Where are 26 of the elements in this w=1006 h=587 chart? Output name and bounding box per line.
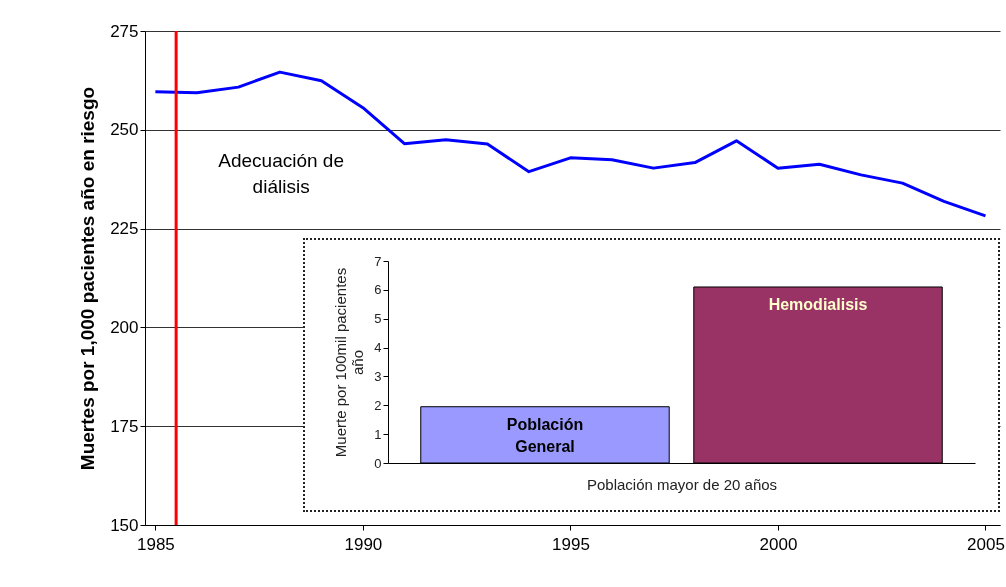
x-tick-label: 2000 bbox=[759, 534, 798, 554]
y-tick-label: 0 bbox=[374, 455, 382, 471]
y-tick-label: 1 bbox=[374, 426, 382, 442]
y-tick-label: 175 bbox=[110, 416, 139, 436]
y-tick-label: 4 bbox=[374, 340, 382, 356]
y-tick-label: 200 bbox=[110, 317, 139, 337]
x-tick-label: 1995 bbox=[552, 534, 590, 554]
y-tick-label: 7 bbox=[374, 253, 382, 269]
y-axis-title: Muertes por 1,000 pacientes año en riesgo bbox=[77, 86, 99, 471]
y-tick-label: 250 bbox=[110, 120, 139, 140]
x-axis-title: Población mayor de 20 años bbox=[586, 475, 778, 493]
line-series bbox=[153, 70, 987, 218]
y-tick-label: 275 bbox=[110, 21, 139, 41]
x-tick-label: 1990 bbox=[344, 534, 383, 554]
y-tick-label: 225 bbox=[110, 219, 139, 239]
y-tick-label: 5 bbox=[374, 311, 382, 327]
x-tick-label: 2005 bbox=[967, 534, 1005, 554]
y-tick-label: 3 bbox=[374, 368, 382, 384]
x-tick-label: Hemodialisis bbox=[768, 295, 868, 313]
x-tick-label: Población General bbox=[506, 415, 584, 455]
y-tick-label: 150 bbox=[110, 515, 139, 535]
x-tick-label: 1985 bbox=[136, 534, 175, 554]
y-tick-label: 6 bbox=[374, 282, 382, 298]
y-tick-label: 2 bbox=[374, 397, 382, 413]
y-axis-title: Muerte por 100mil pacientes año bbox=[332, 267, 367, 458]
ref-line-label: Adecuación de diálisis bbox=[218, 150, 344, 197]
